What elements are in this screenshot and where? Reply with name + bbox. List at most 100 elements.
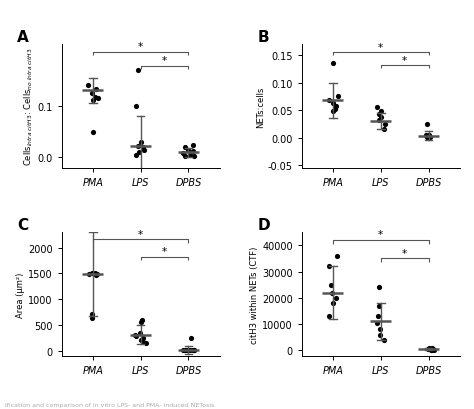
Text: B: B xyxy=(257,30,269,45)
Point xyxy=(190,347,197,354)
Text: A: A xyxy=(18,30,29,45)
Point xyxy=(92,272,100,279)
Point xyxy=(85,271,93,278)
Point xyxy=(137,319,145,326)
Point xyxy=(137,337,145,344)
Text: D: D xyxy=(257,218,270,233)
Point xyxy=(186,152,193,159)
Text: ification and comparison of in vitro LPS- and PMA- induced NETosis: ification and comparison of in vitro LPS… xyxy=(5,402,214,407)
Point xyxy=(84,83,91,90)
Point xyxy=(137,139,145,146)
Point xyxy=(428,347,436,353)
Point xyxy=(380,127,388,133)
Point xyxy=(430,347,438,354)
Point xyxy=(377,109,384,115)
Y-axis label: Cells$_{Intra\ citH3}$: Cells$_{no\ Intra\ citH3}$: Cells$_{Intra\ citH3}$: Cells$_{no\ Intr… xyxy=(22,47,35,166)
Point xyxy=(88,311,96,318)
Point xyxy=(328,290,336,296)
Point xyxy=(423,134,431,140)
Point xyxy=(88,315,96,321)
Point xyxy=(428,346,436,353)
Point xyxy=(139,338,146,345)
Point xyxy=(329,300,337,307)
Point xyxy=(332,103,339,110)
Point xyxy=(373,320,381,326)
Point xyxy=(182,347,190,353)
Point xyxy=(375,117,383,124)
Point xyxy=(375,111,383,118)
Y-axis label: NETs:cells: NETs:cells xyxy=(256,86,265,127)
Text: *: * xyxy=(402,56,407,65)
Y-axis label: Area (μm²): Area (μm²) xyxy=(16,272,25,317)
Point xyxy=(132,103,139,110)
Point xyxy=(182,154,189,160)
Point xyxy=(424,346,432,352)
Point xyxy=(380,337,388,343)
Text: *: * xyxy=(162,247,167,256)
Point xyxy=(88,270,96,277)
Point xyxy=(189,347,196,354)
Point xyxy=(334,94,341,100)
Point xyxy=(139,144,146,151)
Point xyxy=(332,295,339,301)
Point xyxy=(94,271,101,277)
Point xyxy=(132,152,139,159)
Point xyxy=(89,129,97,136)
Point xyxy=(426,132,433,139)
Point xyxy=(90,97,97,104)
Point xyxy=(135,144,142,150)
Point xyxy=(182,144,189,151)
Point xyxy=(424,135,432,142)
Point xyxy=(187,335,194,342)
Point xyxy=(138,317,146,323)
Point xyxy=(136,150,143,156)
Point xyxy=(423,121,430,128)
Point xyxy=(428,345,436,351)
Point xyxy=(136,329,144,336)
Point xyxy=(427,135,434,141)
Point xyxy=(381,121,389,128)
Text: *: * xyxy=(162,56,167,66)
Point xyxy=(429,346,437,353)
Point xyxy=(134,67,142,74)
Point xyxy=(184,347,192,354)
Point xyxy=(327,282,335,288)
Text: C: C xyxy=(18,218,28,233)
Point xyxy=(375,303,383,309)
Point xyxy=(425,345,433,352)
Point xyxy=(182,347,189,353)
Point xyxy=(132,333,140,339)
Point xyxy=(325,98,332,104)
Point xyxy=(325,313,333,320)
Point xyxy=(190,347,198,354)
Point xyxy=(423,135,431,141)
Point xyxy=(131,331,139,338)
Point xyxy=(377,114,384,121)
Point xyxy=(140,147,148,154)
Point xyxy=(139,335,147,341)
Point xyxy=(190,148,197,155)
Point xyxy=(424,133,432,140)
Point xyxy=(180,346,187,353)
Point xyxy=(329,109,337,115)
Point xyxy=(91,270,99,277)
Point xyxy=(142,340,150,346)
Text: *: * xyxy=(402,248,407,258)
Point xyxy=(375,284,383,291)
Point xyxy=(190,153,198,160)
Point xyxy=(184,147,192,154)
Text: *: * xyxy=(378,230,383,240)
Y-axis label: citH3 within NETs (CTF): citH3 within NETs (CTF) xyxy=(250,245,259,343)
Point xyxy=(376,326,383,333)
Text: *: * xyxy=(378,43,383,53)
Point xyxy=(329,100,337,107)
Point xyxy=(376,332,384,338)
Point xyxy=(333,253,341,259)
Point xyxy=(374,313,382,320)
Point xyxy=(331,106,338,113)
Point xyxy=(179,151,187,157)
Point xyxy=(92,86,100,93)
Text: *: * xyxy=(138,229,143,239)
Point xyxy=(94,96,102,102)
Point xyxy=(190,142,197,148)
